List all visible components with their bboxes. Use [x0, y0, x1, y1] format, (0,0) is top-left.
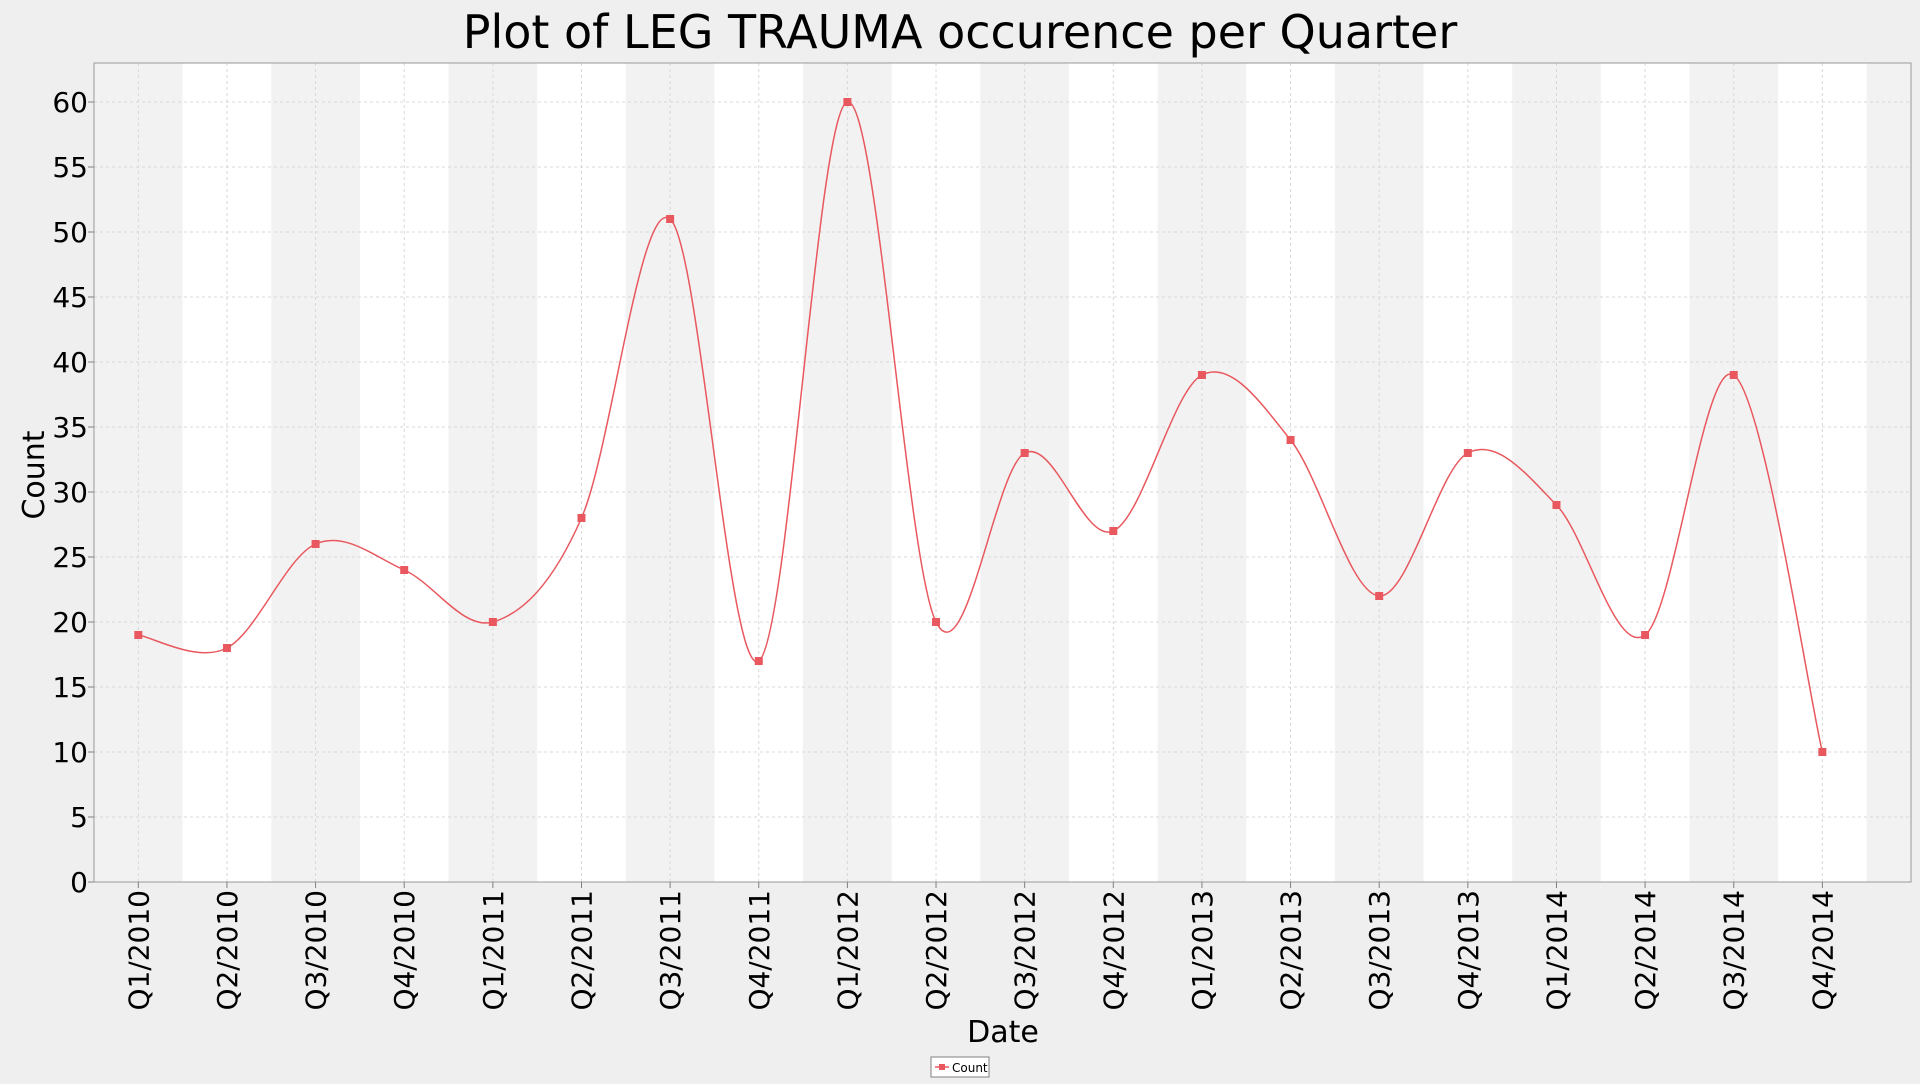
- data-point-marker: [1375, 592, 1384, 600]
- x-tick-label: Q2/2013: [1275, 890, 1308, 1011]
- legend-swatch-marker: [939, 1064, 945, 1070]
- x-axis: Q1/2010 Q2/2010 Q3/2010 Q4/2010 Q1/2011 Q2/20…: [122, 882, 1839, 1011]
- y-tick-label: 55: [52, 151, 88, 184]
- x-tick-label: Q3/2014: [1718, 890, 1751, 1011]
- x-tick-label: Q4/2013: [1452, 890, 1485, 1011]
- x-tick-label: Q3/2010: [300, 890, 333, 1011]
- legend: Count: [930, 1056, 990, 1078]
- y-tick-label: 60: [52, 86, 88, 119]
- x-tick-label: Q2/2014: [1629, 890, 1662, 1011]
- data-point-marker: [1197, 371, 1206, 379]
- data-point-marker: [222, 644, 231, 652]
- x-tick-label: Q1/2014: [1540, 890, 1573, 1011]
- data-point-marker: [1729, 371, 1738, 379]
- plot-border: [93, 62, 1912, 883]
- x-tick-label: Q3/2012: [1009, 890, 1042, 1011]
- x-tick-label: Q4/2011: [743, 890, 776, 1011]
- x-tick-label: Q2/2011: [565, 890, 598, 1011]
- data-point-marker: [666, 215, 675, 223]
- y-tick-label: 10: [52, 736, 88, 769]
- x-tick-label: Q4/2012: [1097, 890, 1130, 1011]
- y-tick-label: 15: [52, 671, 88, 704]
- x-tick-label: Q4/2014: [1806, 890, 1839, 1011]
- x-tick-label: Q1/2013: [1186, 890, 1219, 1011]
- x-tick-label: Q2/2012: [920, 890, 953, 1011]
- data-point-marker: [311, 540, 320, 548]
- x-tick-label: Q4/2010: [388, 890, 421, 1011]
- x-tick-label: Q1/2011: [477, 890, 510, 1011]
- data-point-marker: [754, 657, 763, 665]
- chart-title: Plot of LEG TRAUMA occurence per Quarter: [463, 5, 1458, 59]
- data-point-marker: [1109, 527, 1118, 535]
- data-point-marker: [400, 566, 409, 574]
- y-axis-label: Count: [17, 430, 52, 519]
- data-point-marker: [1818, 748, 1827, 756]
- legend-box: [930, 1056, 990, 1078]
- y-tick-label: 5: [70, 801, 88, 834]
- x-tick-label: Q3/2011: [654, 890, 687, 1011]
- y-tick-label: 40: [52, 346, 88, 379]
- data-point-marker: [1552, 501, 1561, 509]
- data-point-marker: [488, 618, 497, 626]
- data-point-marker: [1641, 631, 1650, 639]
- data-point-marker: [1020, 449, 1029, 457]
- x-tick-label: Q3/2013: [1363, 890, 1396, 1011]
- y-tick-label: 20: [52, 606, 88, 639]
- data-point-marker: [1286, 436, 1295, 444]
- y-tick-label: 0: [70, 866, 88, 899]
- plot-band: [1866, 63, 1911, 882]
- series-layer: [134, 98, 1827, 756]
- y-axis: 0 5 10 15 20 25 30 35 40 45 50 55 60: [52, 86, 94, 899]
- y-tick-label: 25: [52, 541, 88, 574]
- plot-background: [94, 63, 1911, 882]
- series-line: [138, 101, 1824, 753]
- x-tick-label: Q1/2012: [831, 890, 864, 1011]
- data-point-marker: [843, 98, 852, 106]
- x-tick-label: Q2/2010: [211, 890, 244, 1011]
- data-point-marker: [932, 618, 941, 626]
- y-tick-label: 35: [52, 411, 88, 444]
- data-point-marker: [1463, 449, 1472, 457]
- legend-label: Count: [952, 1061, 988, 1075]
- y-tick-label: 50: [52, 216, 88, 249]
- data-point-marker: [577, 514, 586, 522]
- x-tick-label: Q1/2010: [122, 890, 155, 1011]
- y-tick-label: 45: [52, 281, 88, 314]
- y-tick-label: 30: [52, 476, 88, 509]
- data-point-marker: [134, 631, 143, 639]
- x-axis-label: Date: [967, 1015, 1039, 1050]
